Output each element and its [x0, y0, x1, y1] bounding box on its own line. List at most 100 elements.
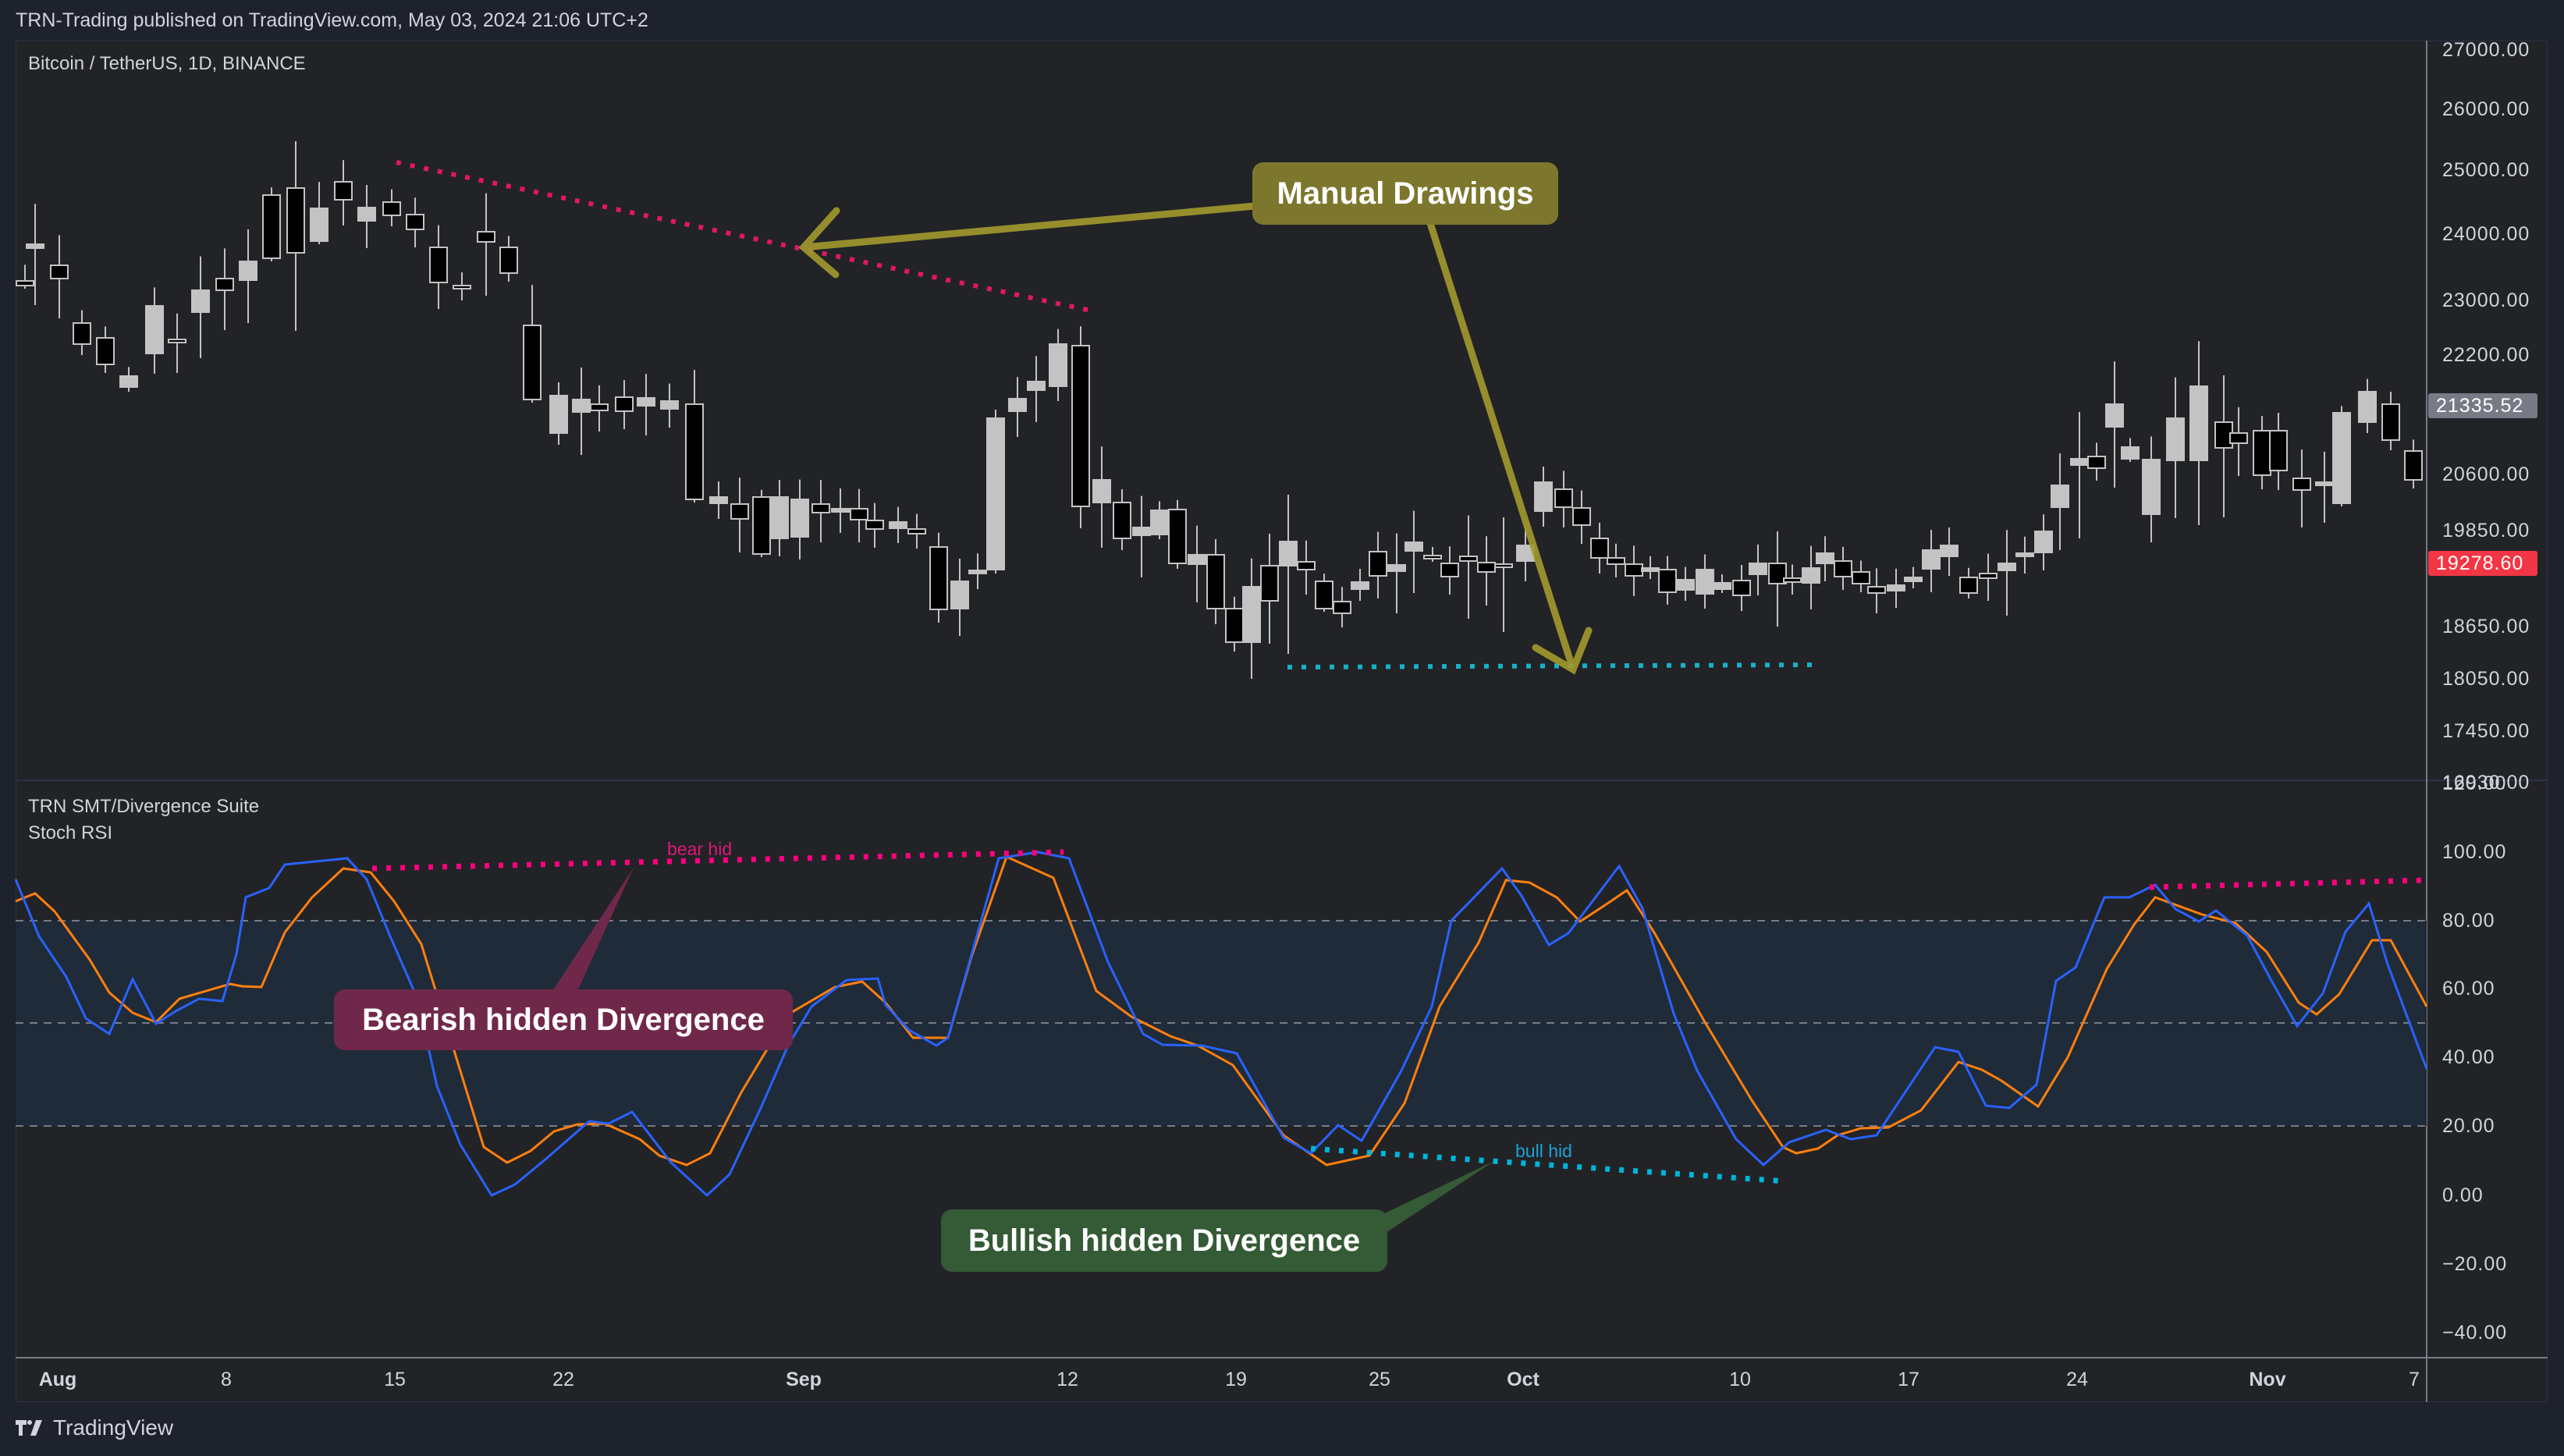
candle-body: [2332, 412, 2351, 504]
candle-body: [1315, 581, 1333, 609]
bearish-callout-tail: [552, 868, 634, 991]
manual-arrow-down: [1426, 217, 1593, 675]
candle-body: [145, 305, 164, 354]
candle-body: [1696, 569, 1714, 595]
candle-body: [1554, 488, 1573, 508]
candle-body: [1658, 569, 1677, 593]
candle-body: [2034, 531, 2053, 553]
candle-body: [1071, 345, 1090, 507]
candle-body: [1225, 608, 1244, 643]
candle-body: [831, 508, 850, 513]
candle-body: [590, 403, 609, 411]
candle-body: [1387, 564, 1406, 572]
bullish-price-divergence-line: [1287, 662, 1813, 669]
indicator-tick-label: 60.00: [2442, 978, 2495, 1000]
candle-body: [1998, 563, 2016, 571]
candle-body: [685, 403, 704, 500]
candle-body: [572, 399, 591, 413]
candle-body: [2253, 430, 2271, 476]
time-tick-label: Aug: [38, 1369, 77, 1390]
time-tick-label: 15: [384, 1369, 406, 1390]
bearish-stoch-divergence-line-2: [2149, 877, 2427, 890]
brand-name: TradingView: [53, 1415, 174, 1440]
candle-body: [1940, 545, 1959, 557]
bullish-divergence-label[interactable]: Bullish hidden Divergence: [941, 1209, 1387, 1272]
candle-body: [477, 231, 495, 243]
candle-body: [1049, 343, 1067, 387]
candle-body: [453, 285, 471, 289]
candle-body: [1260, 565, 1279, 602]
candle-body: [1027, 381, 1046, 391]
candle-body: [286, 187, 305, 254]
candle-body: [2015, 552, 2034, 557]
candle-body: [1477, 562, 1496, 573]
indicator-tick-label: 0.00: [2442, 1184, 2484, 1206]
price-tick-label: 18650.00: [2442, 616, 2530, 637]
price-tick-label: 23000.00: [2442, 289, 2530, 311]
candle-body: [1534, 481, 1553, 512]
candle-body: [1150, 510, 1169, 535]
time-tick-label: 10: [1729, 1369, 1751, 1390]
candle-body: [2070, 458, 2089, 466]
candle-body: [1783, 577, 1802, 583]
candle-body: [1351, 581, 1369, 590]
price-tag: 19278.60: [2428, 551, 2537, 576]
candle-body: [382, 201, 401, 216]
candle-body: [1749, 563, 1767, 575]
candle-body: [2229, 432, 2248, 444]
publish-info: TRN-Trading published on TradingView.com…: [16, 9, 648, 31]
manual-drawings-label[interactable]: Manual Drawings: [1252, 162, 1558, 225]
candle-body: [615, 396, 634, 412]
candle-body: [1625, 563, 1643, 577]
candle-body: [1008, 398, 1027, 412]
candle-body: [168, 339, 186, 343]
indicator-tick-label: 80.00: [2442, 910, 2495, 932]
candle-body: [950, 581, 969, 609]
indicator-legend[interactable]: TRN SMT/Divergence Suite Stoch RSI: [28, 794, 259, 847]
candle-body: [499, 247, 518, 274]
candle-body: [549, 395, 568, 434]
candle-body: [2292, 478, 2311, 491]
indicator-sub: Stoch RSI: [28, 822, 113, 843]
candle-body: [1113, 502, 1131, 539]
candle-body: [1423, 555, 1442, 559]
manual-arrow-left: [798, 202, 1259, 279]
candle-body: [1494, 563, 1513, 568]
candle-body: [1279, 541, 1298, 566]
indicator-tick-label: −20.00: [2442, 1253, 2508, 1275]
bullish-stoch-divergence-line: [1310, 1145, 1788, 1184]
candle-body: [523, 325, 542, 400]
candle-body: [2166, 417, 2185, 461]
candle-body: [811, 503, 830, 513]
candle-body: [1959, 577, 1978, 594]
candle-body: [2105, 403, 2124, 428]
tradingview-branding[interactable]: TradingView: [16, 1415, 173, 1440]
price-tag: 21335.52: [2428, 393, 2537, 418]
bearish-divergence-label[interactable]: Bearish hidden Divergence: [334, 989, 793, 1050]
time-tick-label: 25: [1369, 1369, 1390, 1390]
symbol-title[interactable]: Bitcoin / TetherUS, 1D, BINANCE: [28, 53, 306, 74]
tradingview-logo-icon: [16, 1420, 42, 1436]
candle-body: [1979, 573, 1998, 579]
price-tick-label: 20600.00: [2442, 463, 2530, 485]
price-tick-label: 25000.00: [2442, 159, 2530, 181]
candle-body: [1297, 561, 1316, 570]
price-tick-label: 16930.00: [2442, 772, 2530, 794]
candle-body: [1572, 507, 1591, 526]
candle-body: [770, 496, 789, 539]
candle-body: [119, 375, 138, 388]
time-tick-label: Sep: [786, 1369, 822, 1390]
candle-body: [310, 208, 328, 242]
time-tick-label: 24: [2066, 1369, 2088, 1390]
indicator-tick-label: 100.00: [2442, 841, 2507, 863]
candle-body: [2381, 403, 2400, 441]
bullish-divergence-text: Bullish hidden Divergence: [968, 1223, 1361, 1258]
candle-body: [1887, 584, 1905, 591]
candle-body: [709, 496, 728, 504]
bearish-stoch-divergence-line: [371, 849, 1064, 872]
candle-body: [1206, 554, 1225, 609]
candle-body: [850, 508, 868, 520]
candle-body: [865, 520, 884, 530]
bear-hid-tag: bear hid: [667, 839, 733, 859]
time-tick-label: 22: [552, 1369, 574, 1390]
